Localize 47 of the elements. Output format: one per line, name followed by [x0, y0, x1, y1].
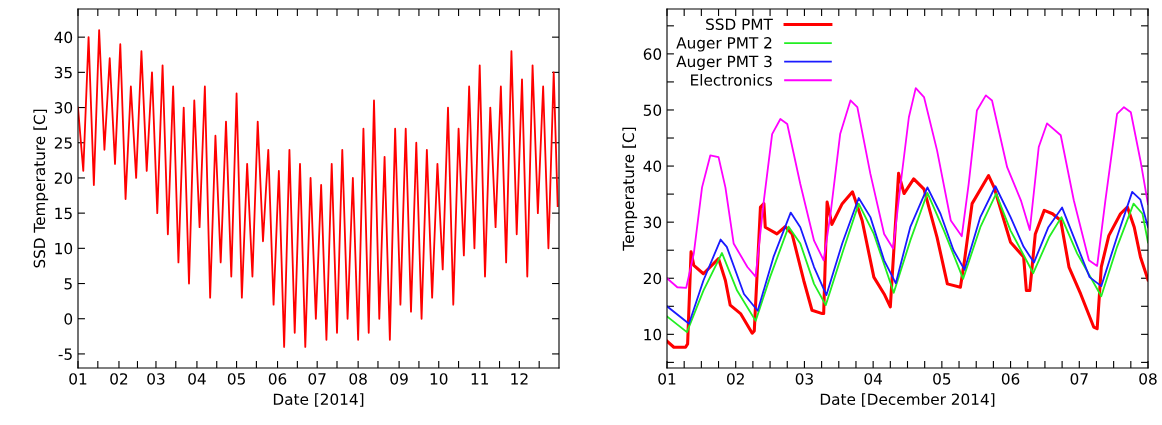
x-tick-label: 06 — [268, 373, 287, 385]
y-tick-label: 30 — [54, 102, 73, 114]
line-series — [667, 87, 1148, 289]
y-tick-label: 40 — [54, 31, 73, 44]
y-tick-label: 20 — [643, 272, 662, 285]
x-tick-label: 03 — [795, 373, 813, 385]
y-tick-label: -5 — [58, 348, 72, 360]
x-tick-label: 07 — [308, 373, 326, 385]
legend-label: Electronics — [691, 73, 773, 86]
line-series — [667, 171, 1148, 349]
legend-label: SSD PMT — [706, 18, 773, 30]
x-tick-label: 12 — [511, 373, 528, 385]
x-tick-label: 02 — [727, 373, 744, 385]
x-tick-label: 10 — [430, 373, 448, 385]
x-tick-label: 04 — [188, 373, 206, 385]
y-tick-label: 40 — [643, 160, 662, 173]
y-tick-label: 10 — [55, 242, 73, 255]
x-tick-label: 08 — [1139, 373, 1157, 385]
x-tick-label: 07 — [1070, 373, 1088, 385]
y-axis-title: SSD Temperature [C] — [33, 109, 49, 268]
y-tick-label: 25 — [54, 137, 72, 149]
x-tick-label: 05 — [227, 373, 245, 385]
y-axis-title: Temperature [C] — [622, 127, 638, 251]
y-tick-label: 10 — [644, 328, 662, 341]
x-tick-label: 02 — [110, 373, 128, 385]
x-axis-title: Date [December 2014] — [820, 393, 995, 407]
y-tick-label: 30 — [643, 216, 662, 229]
x-tick-label: 01 — [658, 373, 676, 385]
x-tick-label: 09 — [390, 373, 408, 385]
line-series — [78, 29, 559, 348]
y-tick-label: 20 — [54, 172, 73, 184]
y-tick-label: 15 — [55, 207, 72, 220]
y-tick-label: 35 — [54, 66, 72, 79]
x-tick-label: 11 — [471, 373, 489, 385]
x-tick-label: 05 — [933, 373, 951, 385]
legend-label: Auger PMT 3 — [676, 55, 772, 71]
y-tick-label: 50 — [643, 104, 662, 116]
legend-label: Auger PMT 2 — [676, 37, 772, 52]
y-tick-label: 5 — [64, 278, 72, 290]
x-tick-label: 04 — [864, 373, 883, 385]
y-tick-label: 60 — [643, 48, 662, 60]
x-tick-label: 06 — [1001, 373, 1020, 385]
x-tick-label: 03 — [147, 373, 165, 385]
x-axis-title: Date [2014] — [273, 393, 364, 407]
x-tick-label: 01 — [69, 373, 87, 385]
x-tick-label: 08 — [349, 373, 367, 385]
y-tick-label: 0 — [64, 313, 73, 325]
